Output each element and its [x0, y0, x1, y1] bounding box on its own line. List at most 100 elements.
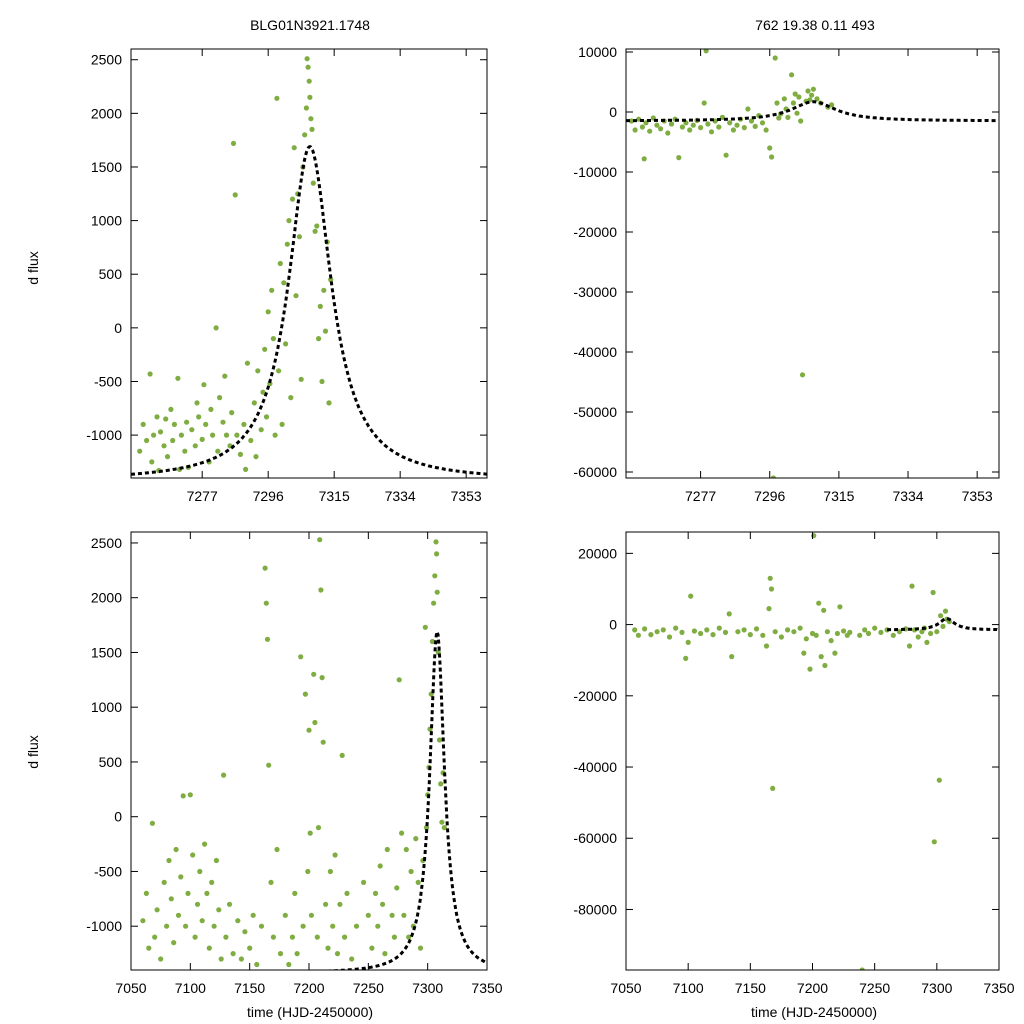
x-tick-label: 7334 — [385, 488, 416, 504]
data-point — [641, 156, 647, 162]
data-point — [688, 593, 694, 599]
ylabel-bottom: d flux — [25, 735, 41, 768]
data-point — [194, 400, 200, 406]
data-point — [166, 857, 172, 864]
data-point — [289, 196, 296, 202]
data-point — [413, 836, 419, 842]
data-point — [217, 395, 223, 401]
data-point — [307, 94, 313, 100]
data-point — [327, 868, 333, 875]
data-point — [242, 929, 248, 935]
data-point — [222, 373, 228, 379]
data-point — [942, 608, 949, 614]
y-tick-label: 1500 — [91, 644, 122, 660]
data-point — [182, 448, 188, 454]
figure-title-right: 762 19.38 0.11 493 — [755, 17, 875, 33]
data-point — [158, 956, 164, 962]
data-point — [770, 475, 776, 478]
data-point — [789, 72, 795, 78]
data-point — [161, 443, 167, 449]
data-point — [801, 650, 807, 656]
data-point — [809, 92, 815, 98]
data-point — [270, 336, 276, 342]
points-bottom-right — [632, 533, 952, 970]
data-point — [406, 934, 412, 940]
x-tick-label: 7050 — [610, 980, 641, 996]
data-point — [665, 130, 671, 136]
x-tick-label: 7277 — [187, 488, 218, 504]
data-point — [776, 115, 782, 121]
data-point — [143, 890, 149, 897]
data-point — [763, 643, 770, 649]
data-point — [175, 912, 182, 918]
data-point — [369, 945, 375, 951]
data-point — [144, 437, 150, 444]
data-point — [204, 890, 210, 897]
panel-bottom-right: -80000 -60000 -40000 -20000 0 20000 7050 7100 71… — [573, 531, 1015, 996]
data-point — [668, 121, 675, 127]
data-point — [248, 437, 254, 444]
data-point — [752, 123, 758, 129]
data-point — [389, 912, 395, 918]
data-point — [283, 341, 289, 347]
data-point — [429, 638, 435, 645]
panel-bottom-left: -1000 -500 0 500 1000 1500 2000 2500 7050 7100 715… — [86, 531, 503, 996]
data-point — [312, 719, 318, 726]
data-point — [654, 629, 660, 635]
data-point — [799, 372, 806, 378]
data-point — [215, 448, 221, 454]
data-point — [778, 634, 785, 640]
x-tick-label: 7315 — [823, 488, 854, 504]
data-point — [769, 154, 775, 160]
data-point — [353, 923, 360, 929]
data-point — [690, 122, 696, 128]
data-point — [337, 901, 343, 907]
data-point — [722, 629, 729, 636]
data-point — [265, 309, 271, 315]
data-point — [277, 260, 283, 267]
data-point — [710, 632, 716, 638]
data-point — [679, 629, 685, 636]
data-point — [730, 127, 737, 133]
panel-top-right: -60000 -50000 -40000 -30000 -20000 -10000 0 100… — [573, 44, 1000, 504]
data-point — [816, 600, 822, 606]
data-point — [759, 120, 766, 126]
data-point — [434, 589, 440, 595]
data-point — [308, 912, 314, 918]
points-top-left — [137, 56, 334, 474]
data-point — [149, 820, 155, 826]
data-point — [766, 606, 772, 612]
y-tick-label: 10000 — [578, 44, 617, 60]
data-point — [382, 951, 388, 957]
data-point — [654, 122, 660, 128]
data-point — [708, 129, 715, 135]
data-point — [673, 625, 679, 631]
data-point — [760, 632, 766, 638]
x-tick-label: 7334 — [892, 488, 923, 504]
data-point — [216, 907, 222, 913]
data-point — [794, 110, 800, 116]
y-tick-label: -50000 — [573, 404, 617, 420]
data-point — [147, 371, 153, 377]
data-point — [745, 106, 751, 112]
y-tick-label: -60000 — [573, 464, 617, 480]
data-point — [683, 655, 689, 662]
data-point — [235, 918, 241, 924]
points-bottom-left — [140, 537, 447, 968]
data-point — [701, 100, 707, 106]
data-point — [330, 923, 336, 929]
data-point — [199, 436, 205, 442]
model-curve-bottom-left — [313, 625, 487, 970]
data-point — [391, 934, 397, 940]
x-tick-label: 7250 — [859, 980, 890, 996]
data-point — [288, 395, 294, 401]
y-tick-label: -60000 — [573, 830, 617, 846]
data-point — [163, 416, 169, 422]
data-point — [211, 923, 217, 929]
model-curve-top-right — [626, 100, 999, 123]
data-point — [936, 777, 942, 783]
data-point — [810, 86, 817, 92]
data-point — [772, 55, 778, 61]
data-point — [262, 346, 268, 352]
data-point — [648, 632, 654, 638]
